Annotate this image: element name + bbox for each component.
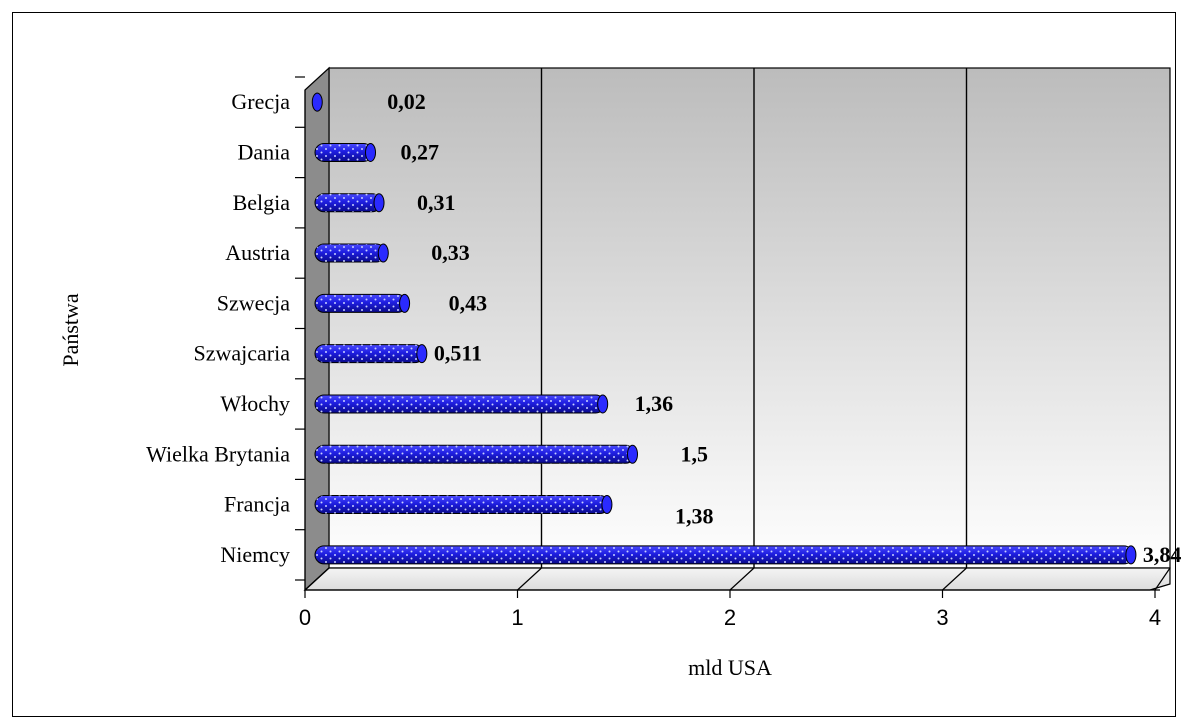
bar [314, 394, 609, 414]
bar-end-cap [399, 293, 411, 313]
bar-end-cap [377, 243, 389, 263]
category-label: Francja [224, 492, 290, 517]
x-tick-label: 0 [299, 605, 311, 630]
bar-pattern [315, 394, 605, 413]
bar-pattern [315, 193, 382, 212]
data-label: 0,27 [401, 139, 440, 164]
back-wall [328, 67, 1171, 569]
category-label: Austria [225, 240, 290, 265]
category-label: Dania [237, 139, 290, 164]
data-label: 1,38 [675, 504, 714, 529]
x-tick-label: 1 [511, 605, 523, 630]
x-tick-label: 4 [1149, 605, 1161, 630]
x-tick-label: 2 [724, 605, 736, 630]
category-label: Szwajcaria [194, 341, 291, 366]
x-axis-title: mld USA [688, 655, 772, 680]
bar-pattern [315, 244, 386, 263]
category-label: Belgia [233, 190, 291, 215]
data-label: 1,36 [635, 391, 674, 416]
bar-end-cap [627, 444, 638, 464]
bar-end-cap [597, 394, 609, 414]
floor-gridline [517, 567, 542, 591]
x-tick-label: 3 [936, 605, 948, 630]
bar-end-cap [1125, 545, 1137, 565]
category-label: Szwecja [217, 290, 291, 315]
bar [314, 293, 411, 313]
bar-pattern [315, 445, 635, 464]
category-label: Włochy [220, 391, 290, 416]
bar [314, 142, 377, 162]
bar [314, 444, 638, 464]
bar-end-cap [373, 193, 385, 213]
y-axis-title: Państwa [58, 293, 83, 367]
bar-pattern [315, 344, 424, 363]
bar [314, 243, 389, 263]
data-label: 1,5 [681, 441, 709, 466]
data-label: 0,33 [431, 240, 470, 265]
bar-pattern [315, 294, 407, 313]
bar-pattern [315, 143, 373, 162]
category-label: Wielka Brytania [146, 441, 290, 466]
floor-gridline [729, 567, 755, 591]
data-label: 0,43 [449, 290, 488, 315]
bar-end-cap [311, 92, 323, 112]
bar-pattern [315, 545, 1133, 564]
data-label: 0,31 [417, 190, 456, 215]
bar [314, 344, 428, 364]
bar [314, 545, 1137, 565]
data-label: 3,84 [1143, 542, 1182, 567]
floor-gridline [942, 567, 967, 591]
bar-end-cap [601, 495, 613, 515]
data-label: 0,511 [434, 341, 482, 366]
bar-pattern [315, 495, 609, 514]
bar-end-cap [416, 344, 428, 364]
floor [303, 567, 1171, 591]
data-label: 0,02 [387, 89, 426, 114]
bar [314, 193, 385, 213]
bar [311, 92, 323, 112]
bar-end-cap [365, 142, 377, 162]
bar [314, 495, 613, 515]
floor-gridline [1154, 567, 1171, 591]
category-label: Grecja [231, 89, 290, 114]
floor-gridline [304, 567, 330, 591]
category-label: Niemcy [220, 542, 290, 567]
chart-labels: 0 1 2 3 4 Niemcy 3,84 Francja 1,38 Wielka Brytani… [58, 89, 1181, 680]
bar-marks [311, 92, 1137, 565]
